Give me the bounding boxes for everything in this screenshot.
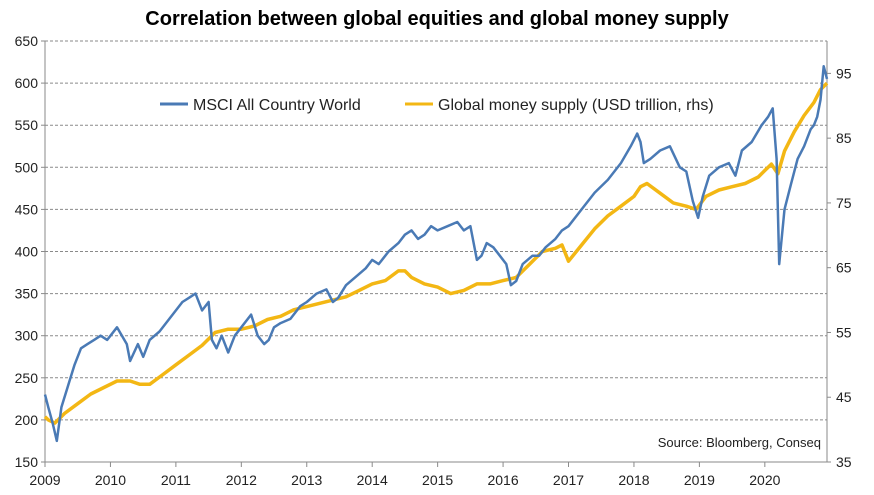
plot-area (43, 65, 829, 443)
y-axis-right: 35 45 55 65 75 85 95 (827, 65, 852, 470)
y-left-label-450: 450 (15, 201, 39, 217)
x-label-2013: 2013 (291, 472, 322, 488)
y-left-label-550: 550 (15, 117, 39, 133)
series-line-money-supply (43, 81, 829, 425)
x-label-2011: 2011 (161, 472, 191, 488)
x-label-2018: 2018 (618, 472, 649, 488)
y-right-label-55: 55 (836, 324, 852, 340)
x-label-2019: 2019 (684, 472, 715, 488)
y-axis-left: 150 200 250 300 350 400 450 500 550 600 650 (15, 33, 45, 470)
legend-label-money-supply: Global money supply (USD trillion, rhs) (438, 97, 714, 114)
x-label-2017: 2017 (553, 472, 584, 488)
y-left-label-600: 600 (15, 75, 39, 91)
chart-title: Correlation between global equities and … (145, 8, 729, 30)
grid-lines (45, 40, 827, 421)
series-line-msci (43, 65, 829, 443)
x-label-2010: 2010 (95, 472, 126, 488)
y-left-label-150: 150 (15, 454, 39, 470)
x-label-2020: 2020 (749, 472, 780, 488)
y-left-label-350: 350 (15, 286, 39, 302)
source-note: Source: Bloomberg, Conseq (658, 435, 821, 450)
y-right-label-75: 75 (836, 195, 852, 211)
y-left-label-500: 500 (15, 159, 39, 175)
y-right-label-65: 65 (836, 260, 852, 276)
y-right-label-95: 95 (836, 65, 852, 81)
legend: MSCI All Country World Global money supp… (160, 97, 714, 114)
y-left-label-300: 300 (15, 328, 39, 344)
y-left-label-200: 200 (15, 412, 39, 428)
y-right-label-35: 35 (836, 454, 852, 470)
x-label-2016: 2016 (487, 472, 518, 488)
x-label-2015: 2015 (422, 472, 453, 488)
x-label-2012: 2012 (226, 472, 257, 488)
y-right-label-45: 45 (836, 389, 852, 405)
legend-label-msci: MSCI All Country World (193, 97, 361, 114)
x-axis: 2009 2010 2011 2012 2013 2014 2015 2016 2017 2018… (29, 462, 781, 488)
y-left-label-250: 250 (15, 370, 39, 386)
x-label-2014: 2014 (357, 472, 388, 488)
x-label-2009: 2009 (29, 472, 60, 488)
y-right-label-85: 85 (836, 130, 852, 146)
y-left-label-400: 400 (15, 244, 39, 260)
y-left-label-650: 650 (15, 33, 39, 49)
